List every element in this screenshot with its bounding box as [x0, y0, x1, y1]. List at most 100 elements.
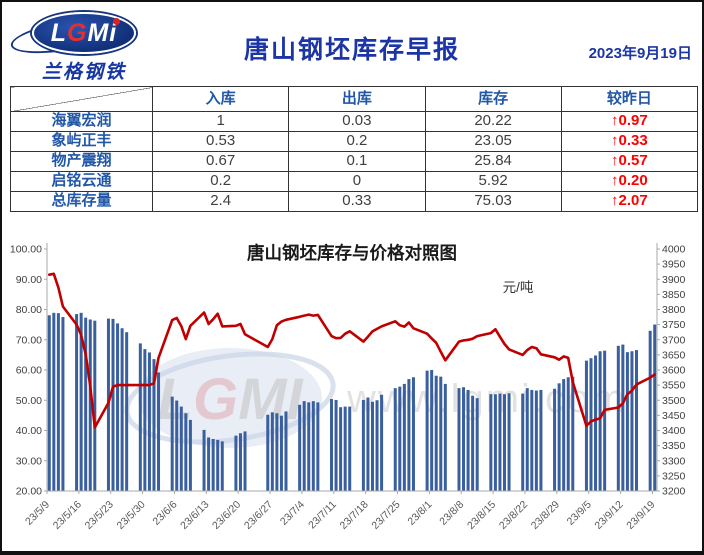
stock-bar	[79, 312, 83, 491]
change-value: ↑0.97	[560, 111, 699, 132]
x-axis-tick-label: 23/6/13	[178, 499, 211, 532]
outbound-value: 0.1	[288, 151, 426, 172]
stock-bar	[138, 343, 142, 491]
stock-bar	[170, 396, 174, 491]
right-axis-tick-label: 3500	[662, 395, 686, 407]
x-axis-tick-label: 23/5/16	[51, 499, 84, 532]
stock-bar	[589, 358, 593, 491]
row-label: 物产震翔	[10, 151, 153, 172]
stock-bar	[270, 412, 274, 491]
stock-bar	[93, 320, 97, 491]
stock-bar	[88, 319, 92, 491]
stock-bar	[220, 441, 224, 491]
stock-bar	[316, 402, 320, 491]
stock-bar	[275, 413, 279, 491]
right-axis-tick-label: 3400	[662, 425, 686, 437]
stock-value: 20.22	[424, 111, 562, 132]
stock-bar	[266, 414, 270, 491]
stock-bar	[434, 375, 438, 491]
inbound-value: 0.67	[151, 151, 290, 172]
row-label: 启铭云通	[10, 171, 153, 192]
x-axis-tick-label: 23/6/27	[242, 499, 275, 532]
left-axis-tick-label: 40.00	[16, 425, 42, 437]
table-header-row: 入库 出库 库存 较昨日	[10, 86, 699, 112]
stock-bar	[521, 393, 525, 491]
chart-unit-label: 元/吨	[503, 280, 534, 295]
stock-bar	[603, 350, 607, 491]
stock-bar	[298, 404, 302, 491]
x-axis-tick-label: 23/7/25	[369, 499, 402, 532]
stock-bar	[279, 415, 283, 491]
right-axis-tick-label: 3650	[662, 349, 686, 361]
x-axis-tick-label: 23/8/8	[437, 499, 466, 528]
logo-red-dot-icon	[113, 18, 120, 25]
x-axis-tick-label: 23/6/6	[150, 499, 179, 528]
stock-bar	[238, 433, 242, 491]
stock-bar	[498, 393, 502, 491]
x-axis-tick-label: 23/5/23	[83, 499, 116, 532]
stock-bar	[188, 419, 192, 491]
stock-bar	[475, 398, 479, 491]
watermark-site-text: www.lgmi.com	[346, 377, 627, 421]
stock-bar	[507, 393, 511, 491]
stock-value: 5.92	[424, 171, 562, 192]
stock-bar	[211, 438, 215, 491]
right-axis-tick-label: 3200	[662, 486, 686, 498]
change-value: ↑2.07	[560, 191, 699, 212]
report-header: LGMi 兰格钢铁 唐山钢坯库存早报 2023年9月19日	[2, 2, 702, 86]
x-axis-tick-label: 23/8/22	[497, 499, 530, 532]
x-axis-tick-label: 23/8/1	[405, 499, 434, 528]
table-row: 物产震翔 0.67 0.1 25.84 ↑0.57	[10, 151, 699, 172]
right-axis-tick-label: 3350	[662, 440, 686, 452]
stock-bar	[361, 399, 365, 491]
left-axis-tick-label: 80.00	[16, 304, 42, 316]
stock-bar	[411, 377, 415, 491]
stock-bar	[648, 330, 652, 491]
stock-bar	[152, 359, 156, 491]
stock-bar	[598, 351, 602, 491]
stock-bar	[348, 406, 352, 491]
stock-bar	[493, 394, 497, 491]
stock-bar	[179, 406, 183, 491]
stock-bar	[635, 350, 639, 491]
col-header-change: 较昨日	[560, 86, 699, 112]
col-header-inbound: 入库	[151, 86, 290, 112]
stock-bar	[557, 383, 561, 491]
stock-bar	[307, 402, 311, 491]
stock-bar	[116, 323, 120, 491]
stock-bar	[539, 389, 543, 491]
stock-bar	[462, 387, 466, 491]
stock-bar	[207, 437, 211, 491]
stock-bar	[439, 376, 443, 491]
left-axis-labels: 20.00 30.00 40.00 50.00 60.00 70.00 80.00 90.00…	[10, 244, 47, 498]
page-title: 唐山钢坯库存早报	[243, 36, 460, 64]
axes	[46, 243, 658, 492]
stock-bar	[553, 388, 557, 491]
logo-letters: LGMi	[50, 18, 118, 47]
outbound-value: 0.33	[288, 191, 426, 212]
table-row: 海翼宏润 1 0.03 20.22 ↑0.97	[10, 111, 699, 132]
stock-bar	[184, 413, 188, 491]
stock-bar	[216, 439, 220, 491]
stock-bar	[47, 315, 51, 491]
stock-bar	[562, 379, 566, 491]
stock-bar	[425, 370, 429, 491]
stock-bar	[393, 388, 397, 491]
stock-bar	[284, 411, 288, 491]
stock-bar	[311, 401, 315, 491]
stock-bar	[243, 431, 247, 491]
stock-bar	[366, 397, 370, 491]
left-axis-tick-label: 30.00	[16, 455, 42, 467]
stock-bar	[120, 328, 124, 491]
stock-bar	[443, 383, 447, 491]
stock-bar	[503, 394, 506, 491]
right-axis-tick-label: 4000	[662, 244, 686, 256]
x-axis-tick-label: 23/9/5	[565, 499, 594, 528]
stock-bar	[375, 400, 379, 491]
right-axis-tick-label: 3850	[662, 289, 686, 301]
stock-bar	[489, 394, 493, 491]
row-label: 总库存量	[10, 191, 153, 212]
stock-bar	[525, 388, 529, 491]
x-axis-tick-label: 23/7/4	[278, 499, 307, 528]
